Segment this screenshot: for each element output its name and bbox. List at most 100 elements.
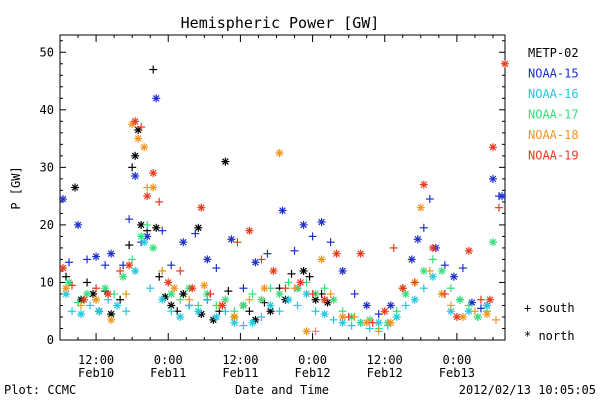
data-point bbox=[83, 289, 92, 298]
data-point bbox=[131, 151, 140, 160]
data-point bbox=[122, 289, 131, 298]
data-point bbox=[287, 269, 296, 278]
data-point bbox=[419, 284, 428, 293]
data-point bbox=[365, 324, 374, 333]
data-point bbox=[497, 192, 506, 201]
legend-entry: NOAA-18 bbox=[528, 128, 579, 142]
y-tick-label: 50 bbox=[40, 45, 54, 59]
data-point bbox=[143, 220, 152, 229]
data-point bbox=[224, 287, 233, 296]
plot-frame bbox=[59, 34, 506, 341]
x-axis-label: Date and Time bbox=[235, 383, 329, 397]
data-point bbox=[458, 312, 467, 321]
data-point bbox=[491, 315, 500, 324]
data-point bbox=[425, 195, 434, 204]
legend-entry: NOAA-17 bbox=[528, 108, 579, 122]
data-point bbox=[227, 235, 236, 244]
data-point bbox=[197, 203, 206, 212]
data-point bbox=[221, 307, 230, 316]
data-point bbox=[233, 238, 242, 247]
data-point bbox=[284, 278, 293, 287]
data-point bbox=[476, 295, 485, 304]
data-point bbox=[374, 310, 383, 319]
data-point bbox=[251, 258, 260, 267]
data-point bbox=[308, 289, 317, 298]
data-point bbox=[101, 261, 110, 270]
data-point bbox=[482, 310, 491, 319]
data-point bbox=[410, 295, 419, 304]
x-tick-label-time: 0:00 bbox=[298, 353, 327, 367]
data-point bbox=[311, 307, 320, 316]
data-point bbox=[245, 307, 254, 316]
data-point bbox=[407, 255, 416, 264]
y-tick-label: 40 bbox=[40, 103, 54, 117]
data-point bbox=[446, 301, 455, 310]
data-point bbox=[302, 327, 311, 336]
data-point bbox=[92, 295, 101, 304]
data-point bbox=[140, 143, 149, 152]
data-point bbox=[257, 255, 266, 264]
legend-entry: NOAA-16 bbox=[528, 87, 579, 101]
data-point bbox=[275, 289, 284, 298]
data-point bbox=[356, 249, 365, 258]
data-point bbox=[128, 255, 137, 264]
data-point bbox=[167, 289, 176, 298]
data-point bbox=[275, 148, 284, 157]
data-point bbox=[104, 289, 113, 298]
data-point bbox=[464, 301, 473, 310]
data-point bbox=[389, 243, 398, 252]
data-point bbox=[326, 238, 335, 247]
y-axis: 0 10 20 30 40 50 bbox=[40, 40, 505, 347]
data-point bbox=[344, 312, 353, 321]
data-point bbox=[125, 215, 134, 224]
data-point bbox=[311, 327, 320, 336]
data-point bbox=[470, 307, 479, 316]
data-point bbox=[149, 183, 158, 192]
data-point bbox=[401, 301, 410, 310]
data-point bbox=[257, 312, 266, 321]
data-point bbox=[239, 321, 248, 330]
data-point bbox=[266, 301, 275, 310]
y-axis-label: P [GW] bbox=[9, 166, 23, 209]
data-point bbox=[86, 301, 95, 310]
data-point bbox=[501, 59, 509, 68]
data-point bbox=[80, 295, 89, 304]
data-point bbox=[392, 307, 401, 316]
data-points bbox=[59, 59, 509, 336]
data-point bbox=[92, 252, 101, 261]
x-axis: 12:00Feb100:00Feb1112:00Feb110:00Feb1212… bbox=[59, 35, 494, 380]
data-point bbox=[140, 238, 149, 247]
data-point bbox=[230, 312, 239, 321]
data-point bbox=[62, 272, 71, 281]
data-point bbox=[74, 220, 83, 229]
data-point bbox=[428, 243, 437, 252]
x-tick-label-date: Feb11 bbox=[222, 366, 258, 380]
y-tick-label: 0 bbox=[47, 333, 54, 347]
data-point bbox=[368, 318, 377, 327]
data-point bbox=[176, 266, 185, 275]
data-point bbox=[449, 272, 458, 281]
data-point bbox=[455, 295, 464, 304]
data-point bbox=[179, 238, 188, 247]
data-point bbox=[170, 284, 179, 293]
data-point bbox=[83, 255, 92, 264]
data-point bbox=[305, 272, 314, 281]
data-point bbox=[194, 223, 203, 232]
chart-title: Hemispheric Power [GW] bbox=[181, 14, 380, 32]
data-point bbox=[188, 284, 197, 293]
data-point bbox=[128, 163, 137, 172]
marker-legend-entry: * north bbox=[524, 329, 575, 343]
data-point bbox=[410, 278, 419, 287]
data-point bbox=[494, 203, 503, 212]
data-point bbox=[329, 315, 338, 324]
data-point bbox=[218, 301, 227, 310]
data-point bbox=[143, 192, 152, 201]
data-point bbox=[401, 289, 410, 298]
data-point bbox=[95, 307, 104, 316]
data-point bbox=[155, 197, 164, 206]
data-point bbox=[428, 272, 437, 281]
data-point bbox=[308, 232, 317, 241]
data-point bbox=[194, 301, 203, 310]
data-point bbox=[221, 157, 230, 166]
data-point bbox=[488, 143, 497, 152]
